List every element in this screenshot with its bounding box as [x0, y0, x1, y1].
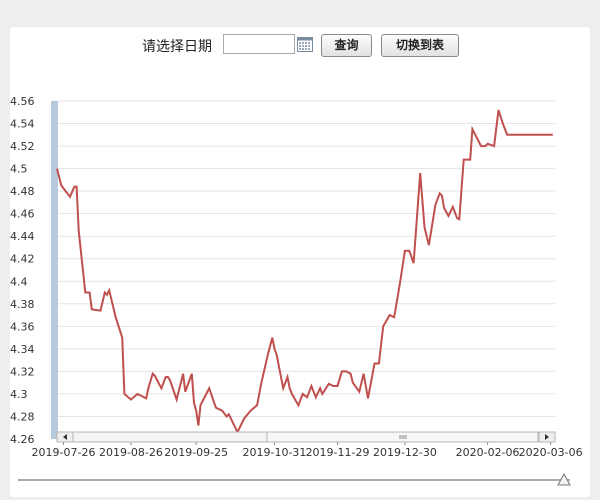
- chart-panel: [10, 27, 590, 497]
- switch-to-table-button[interactable]: 切换到表: [381, 34, 459, 57]
- calendar-icon[interactable]: [297, 36, 313, 52]
- y-tick-label: 4.28: [10, 410, 35, 423]
- scroll-right-button[interactable]: [538, 431, 556, 443]
- y-tick-label: 4.56: [10, 95, 35, 108]
- x-tick-label: 2019-12-30: [373, 446, 437, 459]
- scroll-left-button[interactable]: [56, 431, 74, 443]
- x-tick-label: 2020-02-06: [456, 446, 520, 459]
- y-tick-label: 4.46: [10, 208, 35, 221]
- date-input[interactable]: [223, 34, 295, 54]
- y-tick-label: 4.34: [10, 343, 35, 356]
- y-tick-label: 4.26: [10, 433, 35, 446]
- x-tick-label: 2019-11-29: [306, 446, 370, 459]
- horizontal-scrollbar[interactable]: [56, 431, 556, 443]
- arrow-left-icon: [63, 434, 67, 440]
- x-tick-label: 2019-07-26: [32, 446, 96, 459]
- scrollbar-grip-icon: [399, 435, 407, 439]
- y-tick-label: 4.32: [10, 365, 35, 378]
- y-tick-label: 4.3: [10, 388, 28, 401]
- gridlines: [57, 100, 555, 440]
- series-line: [56, 109, 553, 435]
- y-tick-label: 4.42: [10, 253, 35, 266]
- query-button[interactable]: 查询: [321, 34, 372, 57]
- x-tick-label: 2019-10-31: [242, 446, 306, 459]
- y-axis: 4.26 4.28 4.3 4.32 4.34 4.36 4.38 4.4 4.42 4.44 4.…: [10, 95, 35, 446]
- slider-handle-icon[interactable]: [557, 472, 571, 486]
- y-tick-label: 4.48: [10, 185, 35, 198]
- x-tick-label: 2020-03-06: [519, 446, 583, 459]
- y-tick-label: 4.5: [10, 163, 28, 176]
- y-tick-label: 4.44: [10, 230, 35, 243]
- y-tick-label: 4.52: [10, 140, 35, 153]
- y-tick-label: 4.38: [10, 298, 35, 311]
- x-axis: 2019-07-26 2019-08-26 2019-09-25 2019-10-31…: [32, 439, 583, 459]
- arrow-right-icon: [545, 434, 549, 440]
- y-tick-label: 4.54: [10, 118, 35, 131]
- date-toolbar: 请选择日期 查询 切换到表: [0, 34, 600, 58]
- y-tick-label: 4.4: [10, 275, 28, 288]
- range-slider[interactable]: [18, 472, 571, 486]
- y-tick-label: 4.36: [10, 320, 35, 333]
- x-tick-label: 2019-09-25: [164, 446, 228, 459]
- x-tick-label: 2019-08-26: [99, 446, 163, 459]
- date-picker-label: 请选择日期: [142, 39, 212, 55]
- range-highlight-bar: [51, 101, 58, 439]
